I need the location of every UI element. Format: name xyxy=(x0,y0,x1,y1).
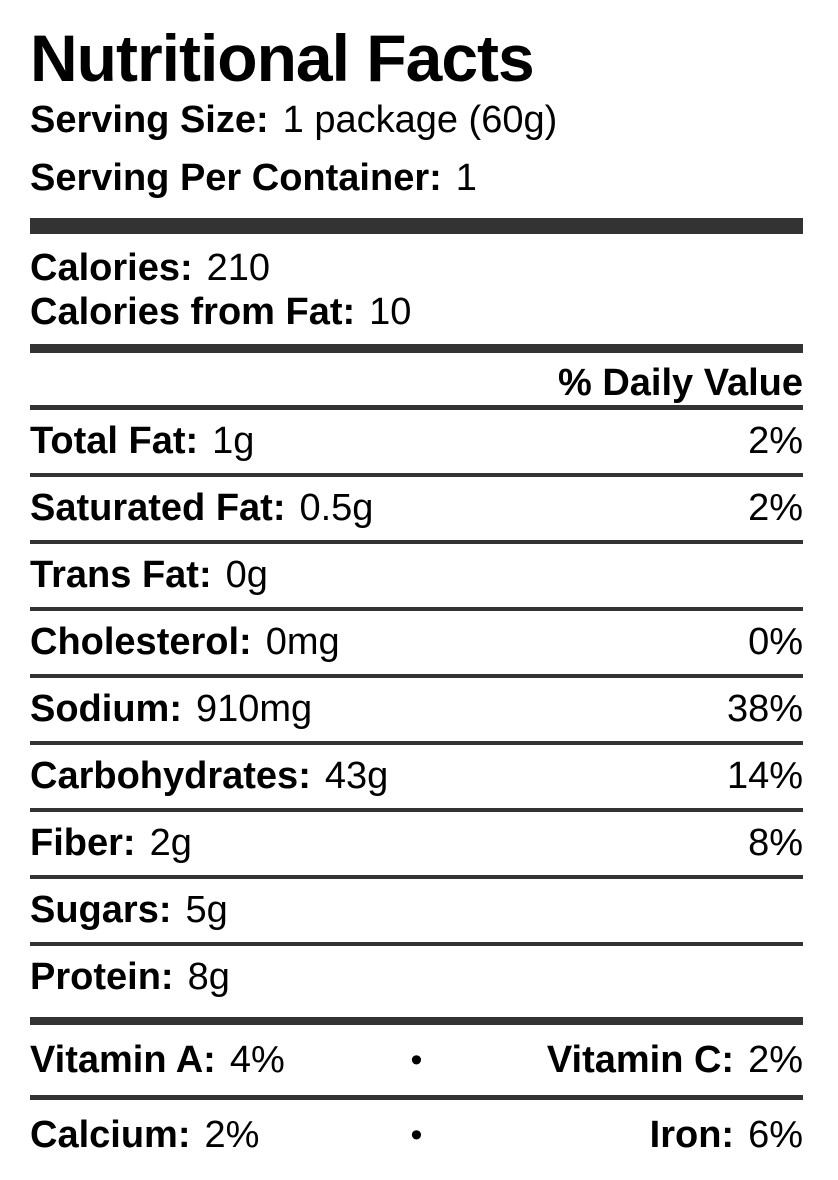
serving-per-container-value: 1 xyxy=(455,157,477,199)
nutrient-daily-value: 38% xyxy=(726,688,803,730)
nutrient-row-fiber: Fiber: 2g 8% xyxy=(30,812,803,879)
nutrient-label: Fiber: xyxy=(30,822,136,864)
micronutrient-left: Calcium: 2% xyxy=(30,1114,259,1157)
nutrient-row-saturated-fat: Saturated Fat: 0.5g 2% xyxy=(30,477,803,544)
nutrient-label: Trans Fat: xyxy=(30,554,212,596)
serving-size-value: 1 package (60g) xyxy=(282,99,558,141)
nutrient-name-amount: Fiber: 2g xyxy=(30,822,192,865)
nutrient-row-total-fat: Total Fat: 1g 2% xyxy=(30,410,803,477)
nutrient-name-amount: Cholesterol: 0mg xyxy=(30,621,340,664)
nutrient-name-amount: Sugars: 5g xyxy=(30,889,228,932)
nutrient-row-trans-fat: Trans Fat: 0g xyxy=(30,544,803,611)
nutrient-label: Total Fat: xyxy=(30,420,199,462)
divider-below-daily-value xyxy=(30,405,803,410)
nutrient-label: Protein: xyxy=(30,956,174,998)
micronutrient-value: 6% xyxy=(748,1113,803,1156)
nutrient-amount: 0g xyxy=(225,554,268,596)
micronutrient-right: Iron: 6% xyxy=(650,1114,803,1157)
micronutrient-value: 2% xyxy=(748,1038,803,1081)
nutrient-daily-value: 0% xyxy=(748,621,803,663)
nutrient-daily-value: 14% xyxy=(726,755,803,797)
micronutrient-value: 4% xyxy=(229,1038,285,1081)
micronutrient-row-vitamins: Vitamin A: 4% • Vitamin C: 2% xyxy=(30,1025,803,1100)
nutrient-row-sodium: Sodium: 910mg 38% xyxy=(30,678,803,745)
nutrient-name-amount: Total Fat: 1g xyxy=(30,420,254,463)
nutrient-label: Cholesterol: xyxy=(30,621,252,663)
serving-per-container-label: Serving Per Container: xyxy=(30,157,442,199)
nutrient-daily-value: 2% xyxy=(748,487,803,529)
nutrient-name-amount: Sodium: 910mg xyxy=(30,688,312,731)
nutrient-amount: 1g xyxy=(212,420,255,462)
micronutrient-row-minerals: Calcium: 2% • Iron: 6% xyxy=(30,1100,803,1170)
nutrient-name-amount: Protein: 8g xyxy=(30,956,230,999)
nutrient-row-carbohydrates: Carbohydrates: 43g 14% xyxy=(30,745,803,812)
calories-label: Calories: xyxy=(30,247,193,289)
calories-value: 210 xyxy=(206,247,271,289)
bullet-separator: • xyxy=(410,1116,423,1154)
bullet-separator: • xyxy=(410,1041,423,1079)
nutrient-row-sugars: Sugars: 5g xyxy=(30,879,803,946)
nutrient-amount: 910mg xyxy=(195,688,313,730)
nutrient-name-amount: Saturated Fat: 0.5g xyxy=(30,487,373,530)
micronutrient-label: Vitamin A: xyxy=(30,1038,216,1081)
nutrient-amount: 8g xyxy=(187,956,230,998)
micronutrient-value: 2% xyxy=(204,1113,260,1156)
nutrient-amount: 5g xyxy=(185,889,228,931)
nutrient-amount: 0.5g xyxy=(299,487,374,529)
nutrient-amount: 43g xyxy=(324,755,389,797)
calories-from-fat-value: 10 xyxy=(369,291,412,333)
nutrient-amount: 0mg xyxy=(265,621,340,663)
daily-value-header: % Daily Value xyxy=(557,362,803,404)
nutrient-label: Sodium: xyxy=(30,688,182,730)
nutrient-label: Saturated Fat: xyxy=(30,487,286,529)
serving-per-container-row: Serving Per Container: 1 xyxy=(30,156,803,200)
micronutrient-left: Vitamin A: 4% xyxy=(30,1039,285,1082)
micronutrient-right: Vitamin C: 2% xyxy=(547,1039,803,1082)
serving-size-label: Serving Size: xyxy=(30,99,269,141)
nutrient-name-amount: Trans Fat: 0g xyxy=(30,554,268,597)
nutrient-daily-value: 8% xyxy=(748,822,803,864)
label-title: Nutritional Facts xyxy=(30,21,535,95)
nutrient-amount: 2g xyxy=(149,822,192,864)
micronutrient-label: Iron: xyxy=(649,1113,735,1156)
nutrient-daily-value: 2% xyxy=(748,420,803,462)
micronutrient-label: Vitamin C: xyxy=(546,1038,735,1081)
divider-above-daily-value xyxy=(30,344,803,353)
divider-above-micronutrients xyxy=(30,1017,803,1025)
nutrient-row-protein: Protein: 8g xyxy=(30,946,803,1009)
calories-from-fat-row: Calories from Fat: 10 xyxy=(30,290,803,334)
calories-row: Calories: 210 xyxy=(30,246,803,290)
nutrient-label: Carbohydrates: xyxy=(30,755,311,797)
serving-size-row: Serving Size: 1 package (60g) xyxy=(30,98,803,142)
nutrient-label: Sugars: xyxy=(30,889,172,931)
nutrient-row-cholesterol: Cholesterol: 0mg 0% xyxy=(30,611,803,678)
divider-thick-top xyxy=(30,218,803,234)
micronutrient-label: Calcium: xyxy=(30,1113,191,1156)
nutrient-name-amount: Carbohydrates: 43g xyxy=(30,755,388,798)
calories-from-fat-label: Calories from Fat: xyxy=(30,291,356,333)
